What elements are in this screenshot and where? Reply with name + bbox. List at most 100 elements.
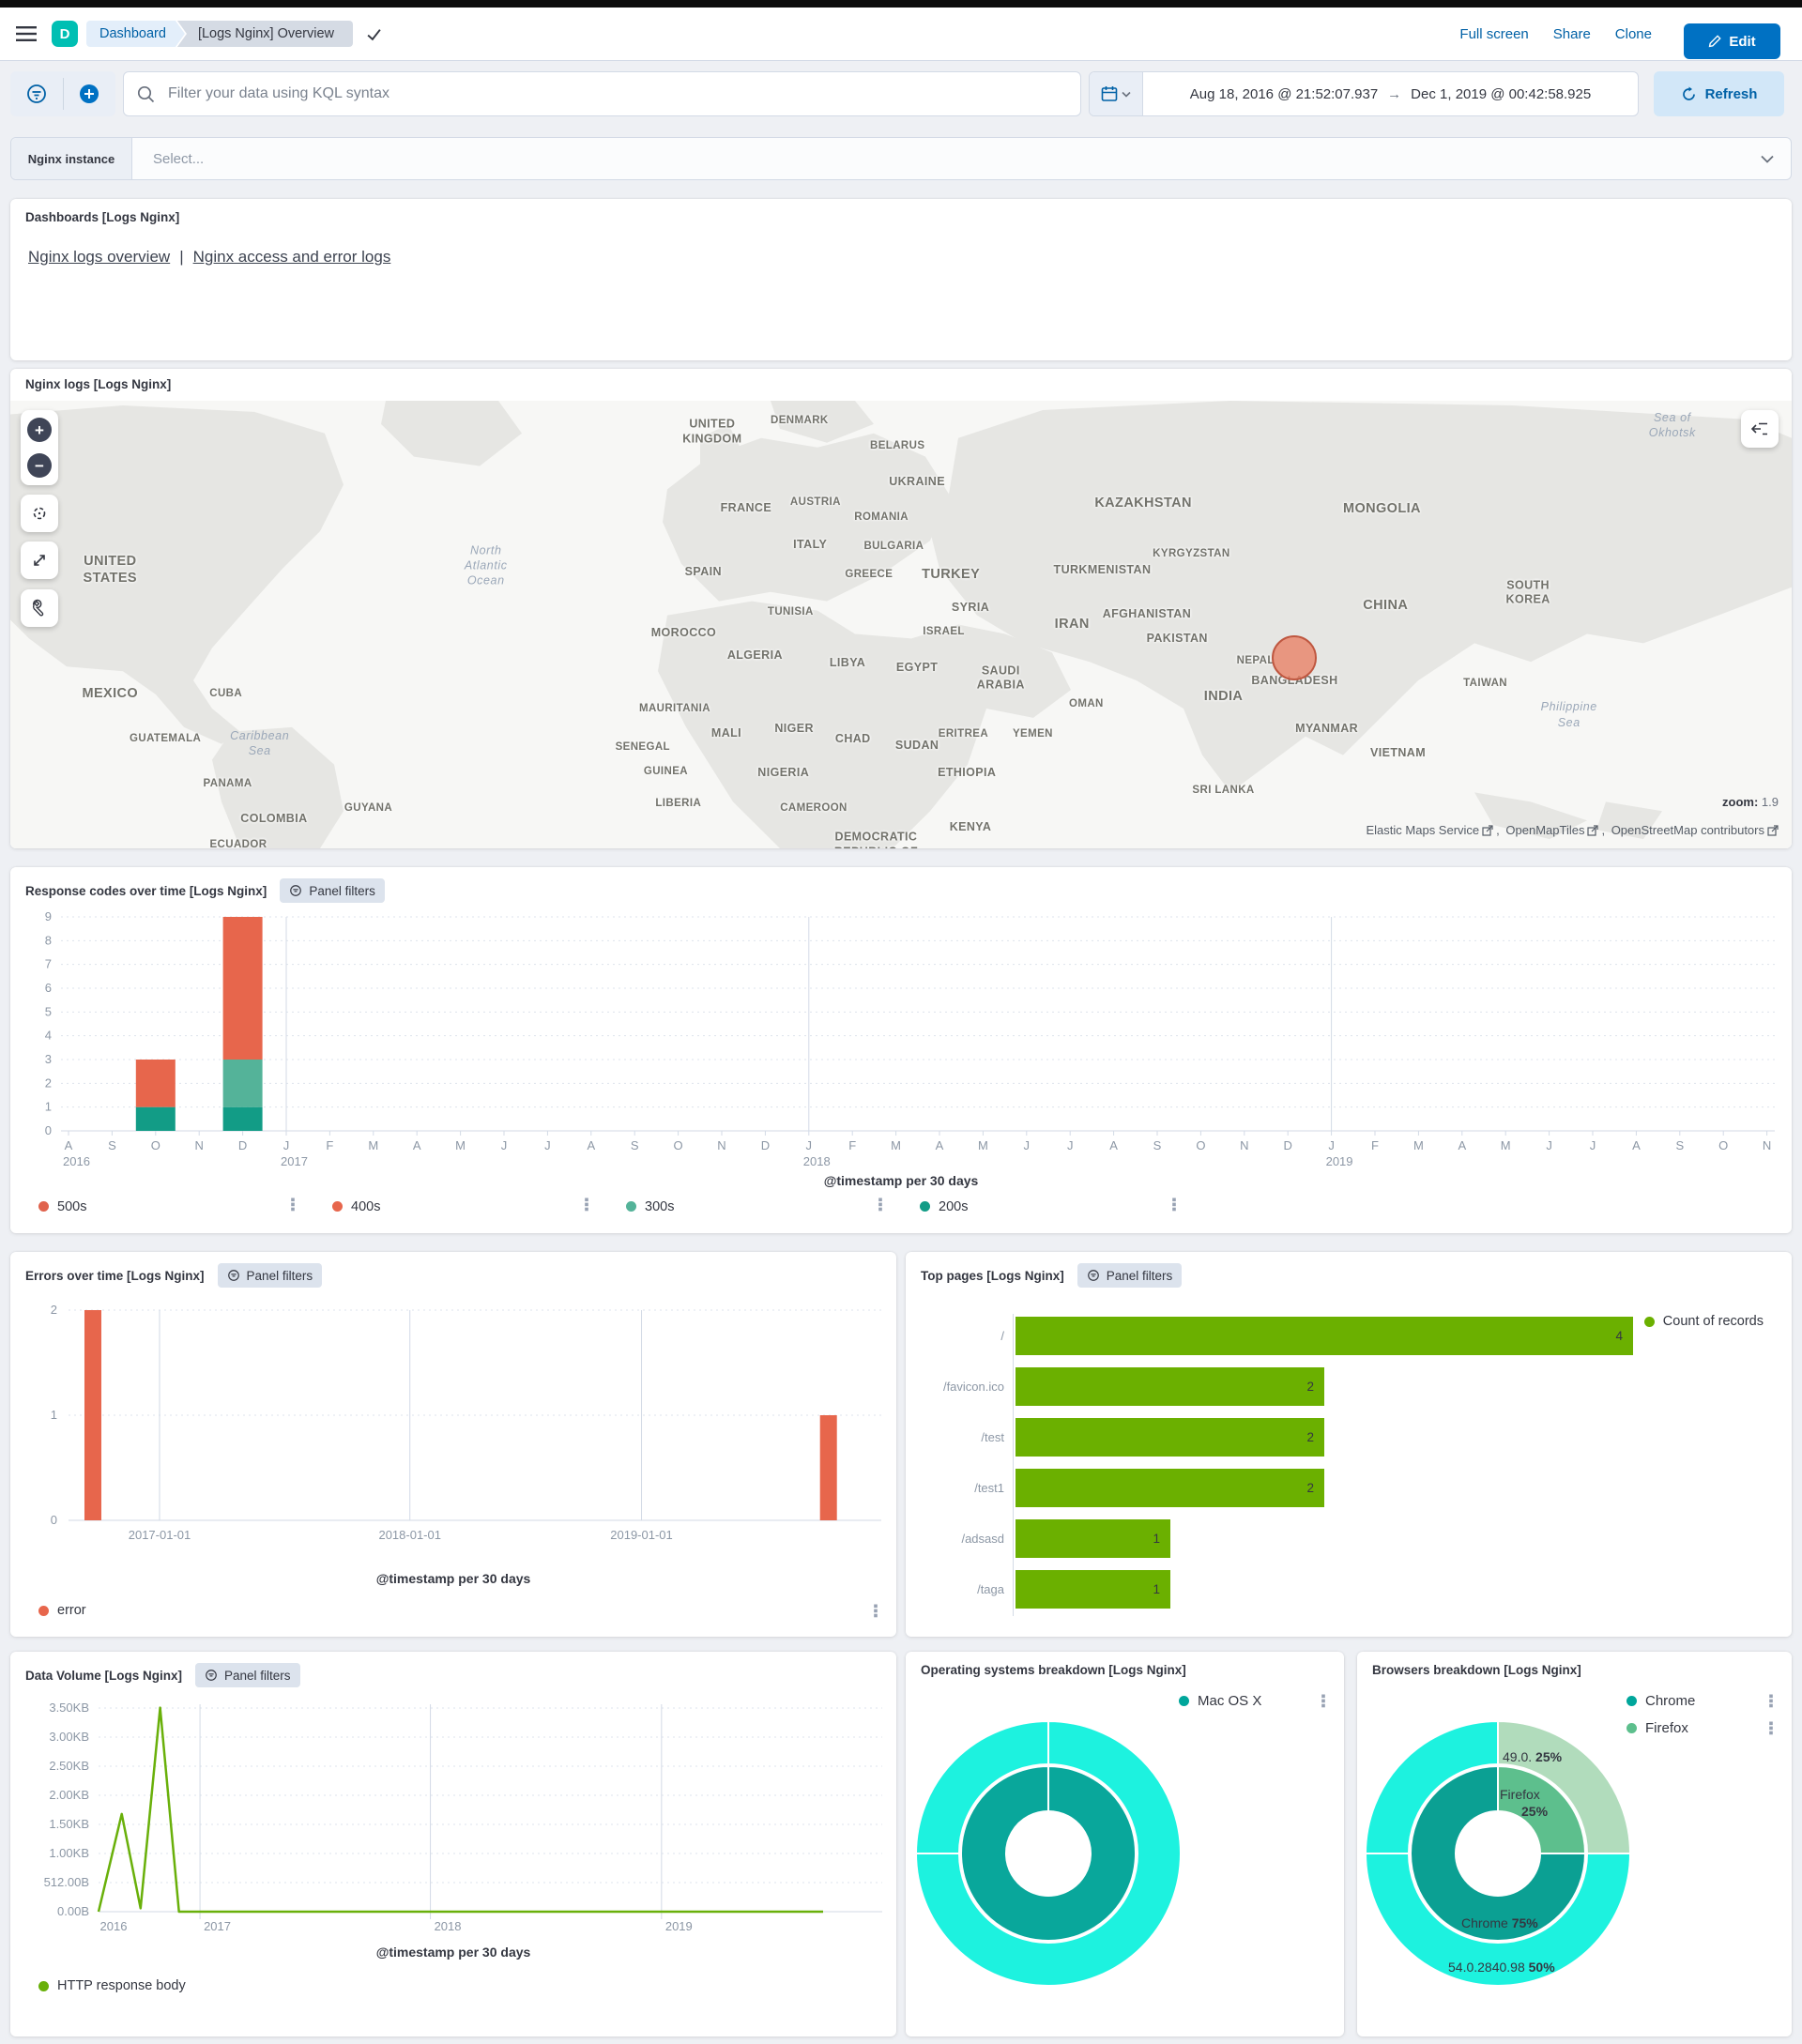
map-label-country: UKRAINE	[889, 475, 945, 489]
fit-to-data-button[interactable]	[21, 495, 58, 532]
svg-text:J: J	[544, 1138, 551, 1152]
map-expand-button[interactable]	[21, 542, 58, 579]
legend-menu-icon[interactable]	[581, 1197, 592, 1212]
bar-segment-400s[interactable]	[222, 917, 263, 1060]
browsers-donut-chart[interactable]	[1357, 1652, 1792, 2036]
map-label-country: ITALY	[793, 537, 828, 551]
panel-filters-badge[interactable]: Panel filters	[195, 1663, 300, 1687]
error-bar[interactable]	[84, 1310, 101, 1520]
instance-select[interactable]: Select...	[153, 150, 205, 167]
donut-segment-54.0.2840.98[interactable]	[1365, 1853, 1631, 1987]
nginx-instance-filter[interactable]: Nginx instance Select...	[10, 137, 1792, 180]
legend-item-Firefox[interactable]: Firefox	[1626, 1720, 1777, 1736]
data-volume-chart[interactable]: 0.00B 512.00B 1.00KB 1.50KB 2.00KB 2.50KB 3.00…	[10, 1695, 896, 1941]
legend-item-http-response-body[interactable]: HTTP response body	[38, 1978, 186, 1993]
svg-text:3.00KB: 3.00KB	[49, 1730, 89, 1744]
add-filter-button[interactable]	[63, 71, 115, 116]
legend-menu-icon[interactable]	[1168, 1197, 1180, 1212]
count-bar[interactable]: 1	[1016, 1518, 1170, 1558]
legend-item-count-of-records[interactable]: Count of records	[1643, 1314, 1764, 1329]
link-nginx-access-error-logs[interactable]: Nginx access and error logs	[192, 248, 391, 266]
bar-segment-300s[interactable]	[222, 1060, 263, 1107]
zoom-out-button[interactable]: −	[27, 453, 52, 478]
bar-segment-200s[interactable]	[135, 1106, 176, 1131]
calendar-menu-button[interactable]	[1090, 72, 1143, 115]
donut-segment-Chrome[interactable]	[1410, 1765, 1586, 1942]
full-screen-link[interactable]: Full screen	[1459, 25, 1529, 42]
donut-segment-Mac OS X[interactable]	[960, 1765, 1137, 1942]
kql-search-input[interactable]	[166, 84, 1067, 103]
link-nginx-logs-overview[interactable]: Nginx logs overview	[28, 248, 171, 266]
geo-data-marker[interactable]	[1272, 635, 1318, 681]
map-label-country: PAKISTAN	[1146, 632, 1208, 646]
legend-item-Mac OS X[interactable]: Mac OS X	[1179, 1693, 1329, 1709]
panel-filters-badge[interactable]: Panel filters	[280, 878, 385, 903]
legend-item-400s[interactable]: 400s	[332, 1197, 626, 1215]
os-donut-chart[interactable]	[906, 1652, 1344, 2036]
attribution-link[interactable]: OpenStreetMap contributors	[1611, 823, 1764, 837]
legend-menu-icon[interactable]	[1318, 1694, 1329, 1708]
legend-menu-icon[interactable]	[1765, 1694, 1777, 1708]
share-link[interactable]: Share	[1552, 25, 1591, 42]
data-volume-line[interactable]	[97, 1706, 823, 1914]
edit-button[interactable]: Edit	[1684, 23, 1780, 59]
svg-text:N: N	[1763, 1138, 1771, 1152]
map-label-country: KYRGYZSTAN	[1153, 547, 1230, 559]
date-to[interactable]: Dec 1, 2019 @ 00:42:58.925	[1411, 85, 1592, 102]
bar-segment-200s[interactable]	[222, 1106, 263, 1131]
zoom-in-button[interactable]: +	[27, 418, 52, 442]
external-link-icon	[1482, 824, 1493, 836]
panel-errors-over-time: Errors over time [Logs Nginx] Panel filt…	[10, 1252, 896, 1637]
date-from[interactable]: Aug 18, 2016 @ 21:52:07.937	[1189, 85, 1379, 102]
hamburger-menu-icon[interactable]	[16, 26, 37, 46]
legend-item-500s[interactable]: 500s	[38, 1197, 332, 1215]
count-bar[interactable]: 4	[1016, 1316, 1633, 1355]
attribution-link[interactable]: OpenMapTiles	[1505, 823, 1585, 837]
saved-query-menu-button[interactable]	[10, 71, 63, 116]
world-map[interactable]: UNITED STATES MEXICO CUBA GUATEMALA PANAMA CO…	[10, 401, 1792, 848]
count-bar[interactable]: 2	[1016, 1417, 1324, 1457]
donut-segment-outer[interactable]	[915, 1720, 1049, 1854]
attribution-link[interactable]: Elastic Maps Service	[1366, 823, 1480, 837]
layers-panel-toggle[interactable]	[1741, 410, 1779, 448]
legend-item-200s[interactable]: 200s	[920, 1197, 1214, 1215]
errors-chart[interactable]: 2017-01-01 2018-01-01 2019-01-01 0 1 2	[10, 1297, 896, 1548]
svg-text:2017: 2017	[281, 1154, 308, 1168]
chevron-down-icon[interactable]	[1744, 138, 1791, 179]
donut-segment-outer[interactable]	[915, 1720, 1182, 1987]
map-label-country: MAURITANIA	[638, 702, 710, 714]
svg-text:M: M	[455, 1138, 466, 1152]
svg-text:N: N	[717, 1138, 725, 1152]
map-tools-button[interactable]	[21, 589, 58, 627]
count-bar[interactable]: 2	[1016, 1366, 1324, 1406]
panel-filters-badge[interactable]: Panel filters	[217, 1263, 323, 1288]
error-bar[interactable]	[819, 1415, 837, 1520]
donut-segment-Firefox[interactable]	[1497, 1765, 1586, 1854]
legend-item-Chrome[interactable]: Chrome	[1626, 1693, 1777, 1709]
svg-text:8: 8	[45, 933, 52, 947]
legend-menu-icon[interactable]	[870, 1604, 881, 1618]
map-label-country: DEMOCRATIC REPUBLIC OF	[834, 830, 918, 848]
count-bar[interactable]: 2	[1016, 1468, 1324, 1507]
donut-segment-outer[interactable]	[1365, 1720, 1499, 1854]
breadcrumb-dashboard[interactable]: Dashboard	[86, 21, 185, 47]
legend-item-error[interactable]: error	[38, 1603, 881, 1618]
legend-menu-icon[interactable]	[1765, 1721, 1777, 1735]
legend-item-300s[interactable]: 300s	[626, 1197, 920, 1215]
map-land-shapes	[10, 401, 1792, 848]
refresh-button[interactable]: Refresh	[1654, 71, 1784, 116]
legend-menu-icon[interactable]	[875, 1197, 886, 1212]
svg-text:S: S	[108, 1138, 116, 1152]
date-range-picker: Aug 18, 2016 @ 21:52:07.937 → Dec 1, 201…	[1089, 71, 1639, 116]
response-codes-chart[interactable]: 0 1 2 3 4 5 6 7 8 9 A S O N D J F M A M J J A S O N D J F M A M J J A S O N D J…	[10, 909, 1792, 1174]
svg-text:J: J	[1328, 1138, 1335, 1152]
category-label: /adsasd	[961, 1531, 1004, 1546]
space-avatar[interactable]: D	[52, 21, 78, 47]
breadcrumb-current-page[interactable]: [Logs Nginx] Overview	[176, 21, 353, 47]
count-bar[interactable]: 1	[1016, 1569, 1170, 1609]
legend-menu-icon[interactable]	[287, 1197, 298, 1212]
bar-segment-400s[interactable]	[135, 1060, 176, 1107]
clone-link[interactable]: Clone	[1614, 25, 1652, 42]
panel-title: Nginx logs [Logs Nginx]	[25, 377, 172, 391]
panel-filters-badge[interactable]: Panel filters	[1077, 1263, 1183, 1288]
